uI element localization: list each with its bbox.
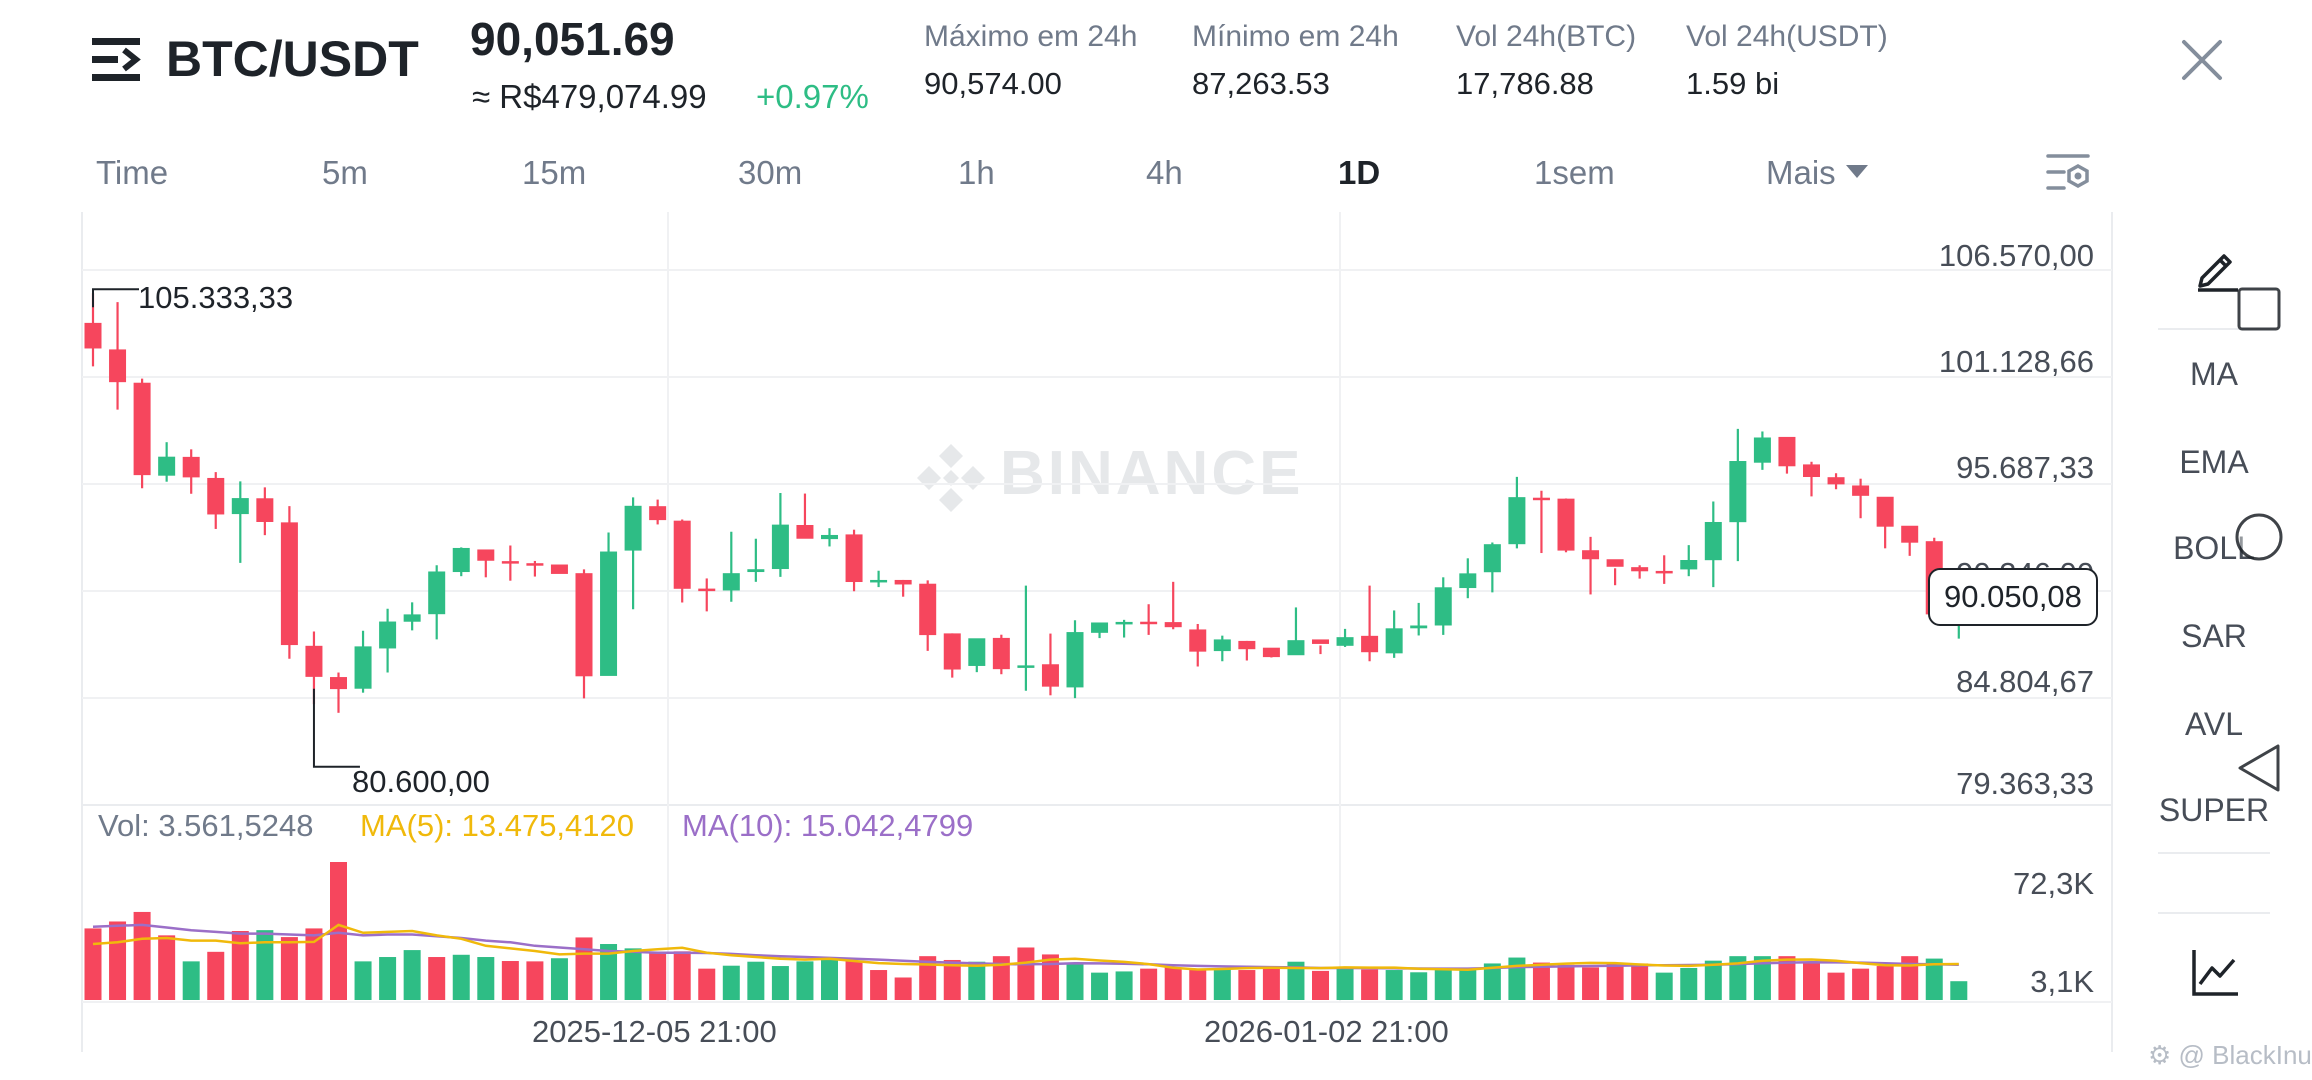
high-price-label: 105.333,33: [138, 280, 294, 315]
caret-down-icon: [1845, 165, 1868, 178]
stat-vol-usdt-value: 1.59 bi: [1686, 66, 1780, 101]
tab-4h[interactable]: 4h: [1146, 154, 1183, 191]
price-axis-label: 101.128,66: [1938, 344, 2094, 379]
low-price-label: 80.600,00: [352, 764, 490, 799]
stat-high-label: Máximo em 24h: [924, 20, 1138, 53]
fiat-price: ≈ R$479,074.99: [472, 78, 707, 115]
time-axis-label: 2025-12-05 21:00: [532, 1014, 777, 1049]
tool-avl[interactable]: AVL: [2184, 706, 2244, 742]
price-axis-label: 95.687,33: [1956, 450, 2094, 485]
tab-more[interactable]: Mais: [1766, 154, 1868, 192]
tab-1h[interactable]: 1h: [958, 154, 995, 191]
tab-5m[interactable]: 5m: [322, 154, 368, 191]
price-axis-label: 84.804,67: [1956, 664, 2094, 699]
home-icon[interactable]: [2234, 512, 2284, 562]
volume-ma10: MA(10): 15.042,4799: [682, 808, 974, 843]
pair-title[interactable]: BTC/USDT: [166, 31, 419, 87]
tool-ema[interactable]: EMA: [2179, 444, 2249, 480]
gear-icon: ⚙: [2148, 1040, 2172, 1070]
recent-apps-icon[interactable]: [2236, 286, 2282, 332]
tool-super[interactable]: SUPER: [2158, 792, 2270, 828]
stat-low-value: 87,263.53: [1192, 66, 1330, 101]
time-axis-label: 2026-01-02 21:00: [1204, 1014, 1449, 1049]
stat-vol-btc-label: Vol 24h(BTC): [1456, 20, 1637, 53]
current-price-tag[interactable]: 90.050,08: [1928, 568, 2098, 626]
tool-divider: [2158, 912, 2270, 914]
credit-watermark: ⚙ @ BlackInu: [2148, 1040, 2312, 1071]
volume-axis-label: 3,1K: [2030, 964, 2094, 999]
volume-axis-label: 72,3K: [2012, 866, 2094, 901]
stat-vol-btc-value: 17,786.88: [1456, 66, 1594, 101]
draw-pencil-icon[interactable]: [2194, 244, 2242, 292]
volume-ma5: MA(5): 13.475,4120: [360, 808, 635, 843]
price-axis-label: 79.363,33: [1956, 766, 2094, 801]
tool-sar[interactable]: SAR: [2181, 618, 2247, 654]
tab-1sem[interactable]: 1sem: [1534, 154, 1615, 191]
back-icon[interactable]: [2236, 742, 2282, 794]
volume-value: Vol: 3.561,5248: [98, 808, 314, 843]
watermark: BINANCE: [1000, 439, 1304, 508]
tool-divider: [2158, 328, 2270, 330]
change-percent: +0.97%: [756, 78, 869, 115]
price-axis-label: 106.570,00: [1938, 238, 2094, 273]
menu-icon[interactable]: [92, 36, 144, 84]
chart-area[interactable]: [82, 212, 2112, 1052]
tab-more-label: Mais: [1766, 154, 1836, 191]
last-price: 90,051.69: [470, 13, 675, 65]
tab-15m[interactable]: 15m: [522, 154, 587, 191]
close-icon[interactable]: [2176, 34, 2228, 86]
tab-30m[interactable]: 30m: [738, 154, 803, 191]
indicator-chart-icon[interactable]: [2190, 946, 2242, 998]
credit-text: @ BlackInu: [2178, 1040, 2312, 1070]
tab-time[interactable]: Time: [96, 154, 169, 191]
tool-ma[interactable]: MA: [2190, 356, 2238, 392]
chart-settings-icon[interactable]: [2044, 150, 2092, 196]
stat-high-value: 90,574.00: [924, 66, 1062, 101]
tab-1d[interactable]: 1D: [1338, 154, 1381, 191]
tool-divider: [2158, 852, 2270, 854]
stat-vol-usdt-label: Vol 24h(USDT): [1686, 20, 1888, 53]
stat-low-label: Mínimo em 24h: [1192, 20, 1399, 53]
